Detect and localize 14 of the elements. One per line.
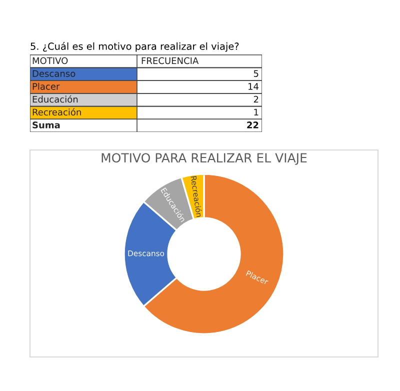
category-label: Placer (32, 82, 60, 90)
text: 5. ¿Cuál es el motivo para realizar el viaje? (30, 42, 239, 52)
data-label: 1 (254, 108, 258, 116)
text: FRECUENCIA (142, 57, 199, 64)
category-label: Recreación (32, 108, 81, 116)
category-label: Descanso (32, 70, 76, 77)
text: Suma (32, 122, 60, 128)
data-label: 14 (248, 83, 258, 90)
category-label: Educación (32, 95, 78, 103)
data-label: 5 (254, 70, 258, 77)
text: 22 (247, 122, 258, 128)
chart-title: MOTIVO PARA REALIZAR EL VIAJE (102, 153, 307, 165)
data-label: 2 (254, 96, 258, 103)
text: MOTIVO (32, 57, 68, 64)
